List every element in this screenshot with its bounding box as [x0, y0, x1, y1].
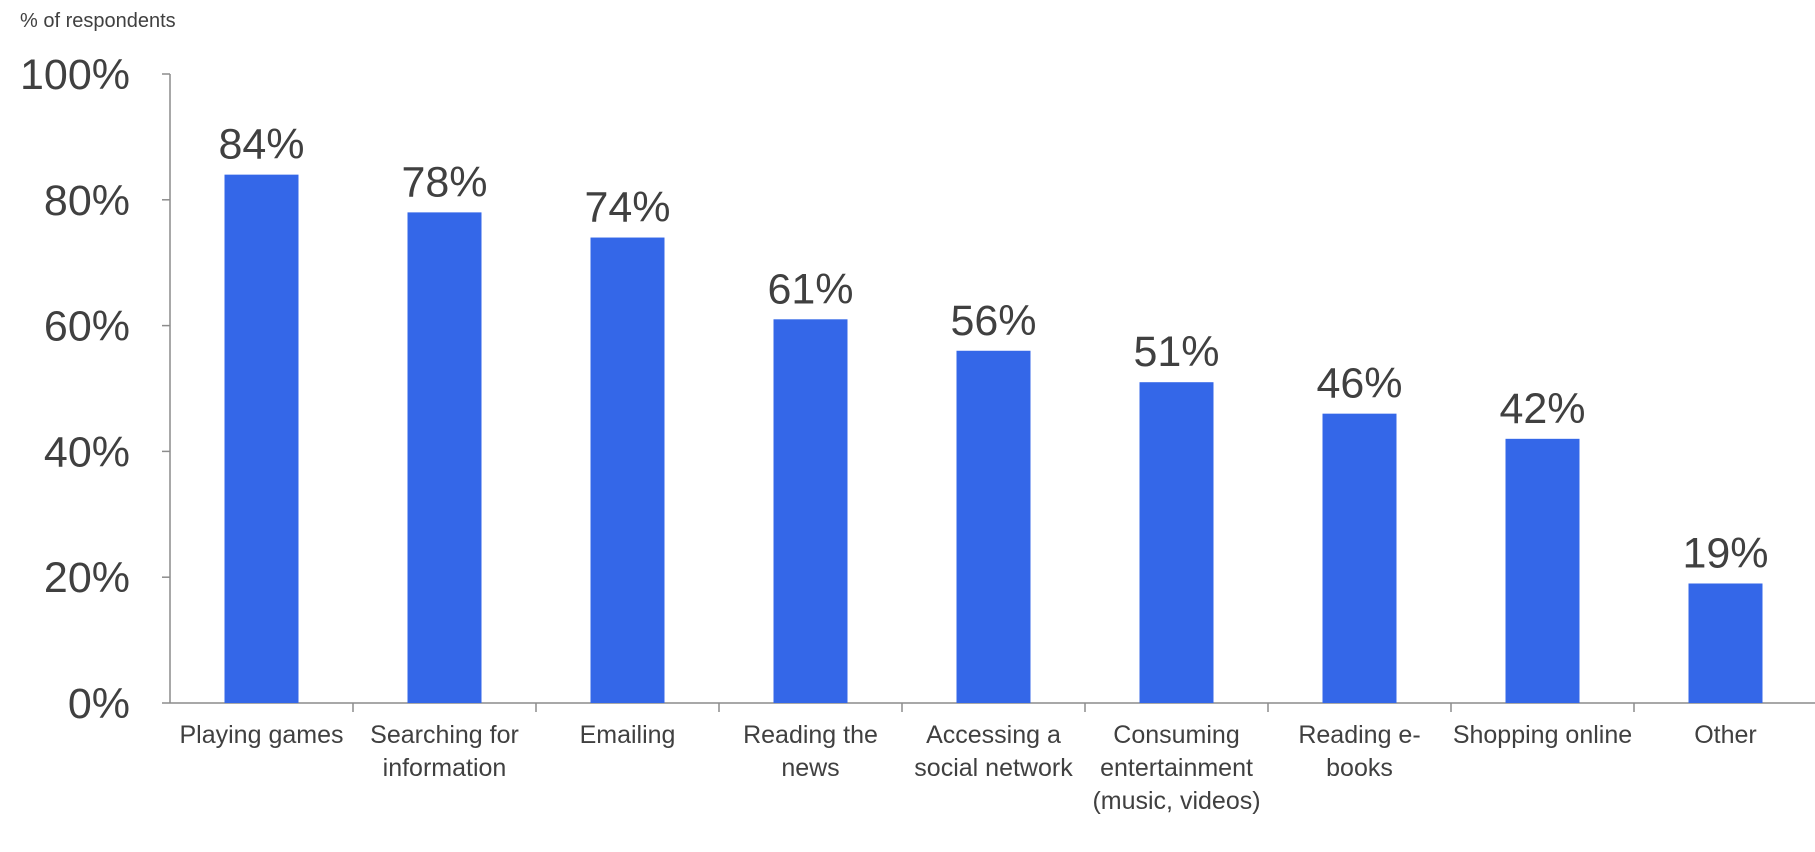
y-tick-label: 100%: [20, 51, 130, 99]
bar: [1505, 438, 1580, 703]
y-tick-label: 0%: [68, 680, 130, 728]
x-tick-label: Other: [1694, 721, 1757, 749]
x-tick-label: Reading e-books: [1298, 721, 1421, 782]
value-label: 46%: [1316, 360, 1402, 408]
bar: [956, 350, 1031, 703]
y-axis-label: % of respondents: [20, 10, 176, 32]
bar: [773, 319, 848, 703]
bar: [1688, 583, 1763, 703]
y-tick-label: 80%: [44, 177, 130, 225]
x-tick-label: Searching for information: [370, 721, 519, 782]
x-tick-label: Accessing a social network: [914, 721, 1073, 782]
bar: [407, 212, 482, 703]
y-tick-label: 40%: [44, 428, 130, 476]
x-tick-label: Shopping online: [1452, 721, 1633, 749]
value-label: 61%: [767, 265, 853, 313]
value-label: 78%: [401, 158, 487, 206]
x-tick-label: Playing games: [179, 721, 344, 749]
bar: [1139, 382, 1214, 703]
value-label: 19%: [1682, 529, 1768, 577]
y-tick-label: 20%: [44, 554, 130, 602]
value-label: 56%: [950, 297, 1036, 345]
y-tick-label: 60%: [44, 303, 130, 351]
x-tick-label: Reading the news: [743, 721, 878, 782]
value-label: 51%: [1133, 328, 1219, 376]
x-tick-label: Consuming entertainment (music, videos): [1092, 721, 1261, 815]
bar: [224, 174, 299, 703]
value-label: 84%: [218, 121, 304, 169]
bar: [590, 237, 665, 704]
bar: [1322, 413, 1397, 703]
x-tick-label: Emailing: [579, 721, 676, 749]
value-label: 42%: [1499, 385, 1585, 433]
value-label: 74%: [584, 184, 670, 232]
